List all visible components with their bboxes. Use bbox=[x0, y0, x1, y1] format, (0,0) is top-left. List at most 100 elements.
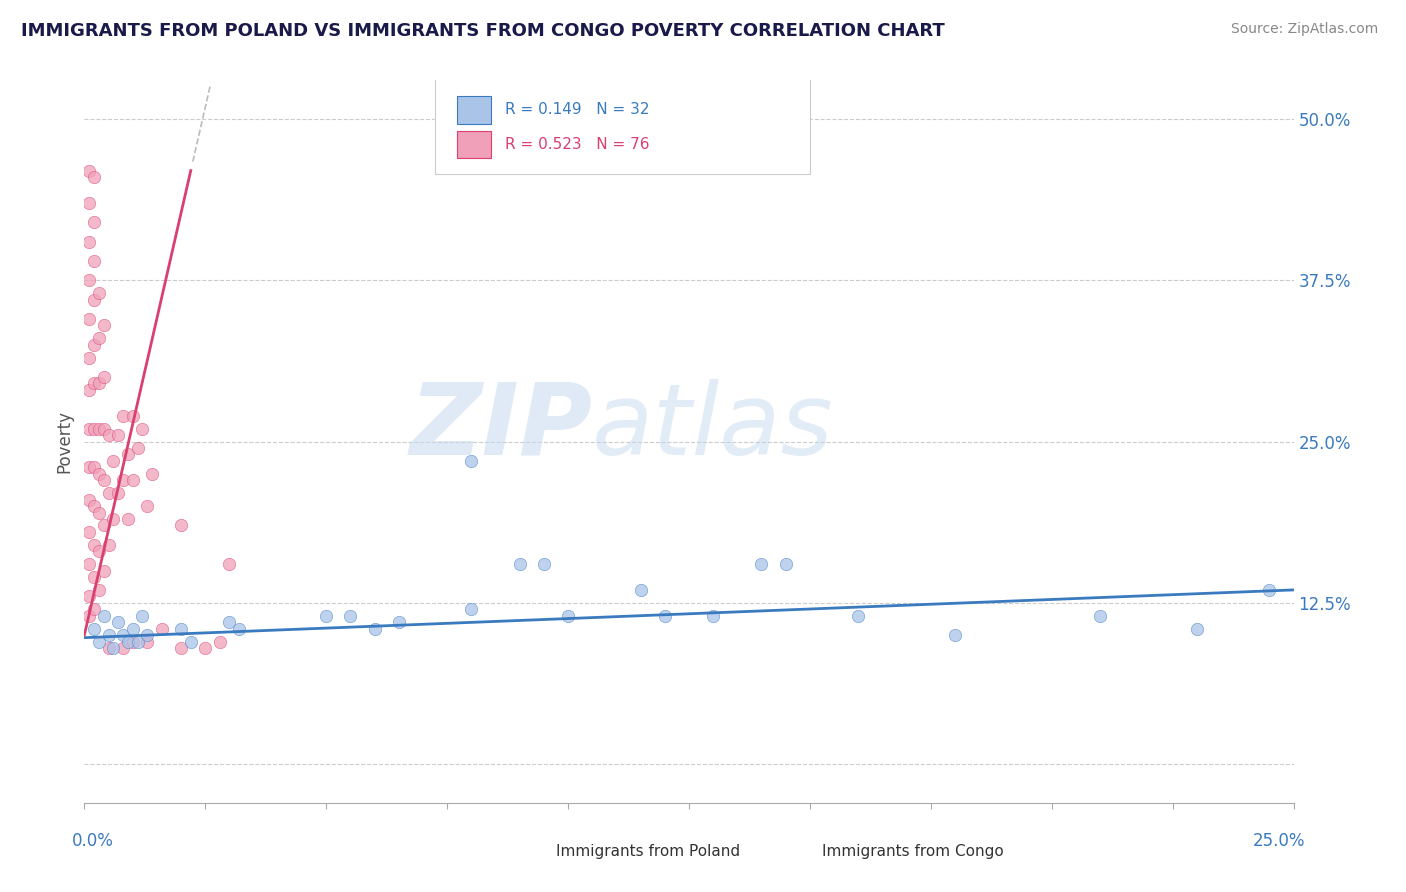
Point bbox=[141, 467, 163, 481]
Point bbox=[77, 235, 100, 249]
Point bbox=[943, 628, 966, 642]
Point bbox=[77, 351, 100, 365]
Point bbox=[117, 447, 139, 461]
Point bbox=[702, 608, 724, 623]
Point bbox=[97, 628, 120, 642]
Point bbox=[103, 512, 125, 526]
Point bbox=[77, 422, 100, 436]
Point bbox=[83, 338, 105, 352]
Point bbox=[460, 602, 482, 616]
FancyBboxPatch shape bbox=[457, 96, 491, 124]
Point bbox=[180, 634, 202, 648]
Text: ZIP: ZIP bbox=[409, 378, 592, 475]
Point bbox=[136, 628, 159, 642]
Point bbox=[117, 634, 139, 648]
Point bbox=[509, 557, 531, 571]
Point bbox=[131, 608, 153, 623]
Point bbox=[630, 582, 652, 597]
Point bbox=[97, 486, 120, 500]
Point bbox=[315, 608, 337, 623]
Point bbox=[77, 163, 100, 178]
Point bbox=[87, 331, 110, 345]
Point bbox=[751, 557, 773, 571]
Point bbox=[136, 499, 159, 513]
Text: IMMIGRANTS FROM POLAND VS IMMIGRANTS FROM CONGO POVERTY CORRELATION CHART: IMMIGRANTS FROM POLAND VS IMMIGRANTS FRO… bbox=[21, 22, 945, 40]
Point bbox=[1088, 608, 1111, 623]
Point bbox=[363, 622, 385, 636]
Point bbox=[388, 615, 411, 630]
Point bbox=[127, 634, 149, 648]
Point bbox=[218, 557, 240, 571]
Point bbox=[117, 512, 139, 526]
Point bbox=[121, 622, 143, 636]
Point bbox=[87, 544, 110, 558]
Point bbox=[83, 293, 105, 307]
Point bbox=[77, 557, 100, 571]
Point bbox=[83, 215, 105, 229]
Point bbox=[533, 557, 555, 571]
Point bbox=[112, 640, 135, 655]
Point bbox=[93, 473, 115, 487]
Point bbox=[87, 376, 110, 391]
Point bbox=[83, 499, 105, 513]
Point bbox=[121, 634, 143, 648]
Point bbox=[77, 312, 100, 326]
Point bbox=[136, 634, 159, 648]
Point bbox=[112, 409, 135, 423]
Point bbox=[228, 622, 250, 636]
Text: Immigrants from Poland: Immigrants from Poland bbox=[555, 844, 740, 859]
FancyBboxPatch shape bbox=[457, 131, 491, 158]
Point bbox=[208, 634, 231, 648]
Point bbox=[103, 454, 125, 468]
Point bbox=[112, 473, 135, 487]
Point bbox=[87, 467, 110, 481]
Point bbox=[107, 428, 129, 442]
Point bbox=[194, 640, 217, 655]
FancyBboxPatch shape bbox=[780, 843, 814, 861]
Point bbox=[87, 634, 110, 648]
Point bbox=[170, 640, 193, 655]
Text: 25.0%: 25.0% bbox=[1253, 832, 1306, 850]
Point bbox=[87, 506, 110, 520]
Point bbox=[1185, 622, 1208, 636]
Point bbox=[131, 422, 153, 436]
Point bbox=[83, 169, 105, 184]
Point bbox=[93, 318, 115, 333]
Point bbox=[83, 570, 105, 584]
Point bbox=[93, 370, 115, 384]
Y-axis label: Poverty: Poverty bbox=[55, 410, 73, 473]
Point bbox=[121, 409, 143, 423]
Text: Immigrants from Congo: Immigrants from Congo bbox=[823, 844, 1004, 859]
Point bbox=[107, 615, 129, 630]
Text: atlas: atlas bbox=[592, 378, 834, 475]
Point bbox=[1258, 582, 1281, 597]
Point bbox=[77, 383, 100, 397]
Point bbox=[121, 473, 143, 487]
Point bbox=[170, 622, 193, 636]
Text: Source: ZipAtlas.com: Source: ZipAtlas.com bbox=[1230, 22, 1378, 37]
Point bbox=[112, 628, 135, 642]
Point bbox=[127, 441, 149, 455]
Point bbox=[97, 428, 120, 442]
FancyBboxPatch shape bbox=[513, 843, 547, 861]
Point bbox=[170, 518, 193, 533]
Point bbox=[93, 608, 115, 623]
Point bbox=[775, 557, 797, 571]
Point bbox=[218, 615, 240, 630]
Point bbox=[77, 608, 100, 623]
Point bbox=[93, 564, 115, 578]
Point bbox=[77, 590, 100, 604]
Point bbox=[654, 608, 676, 623]
Point bbox=[97, 538, 120, 552]
Point bbox=[83, 622, 105, 636]
Text: R = 0.149   N = 32: R = 0.149 N = 32 bbox=[505, 103, 650, 118]
Point bbox=[93, 518, 115, 533]
Point bbox=[83, 460, 105, 475]
Point bbox=[77, 273, 100, 287]
Point bbox=[557, 608, 579, 623]
Point bbox=[77, 492, 100, 507]
Point bbox=[77, 524, 100, 539]
Point bbox=[339, 608, 361, 623]
Point bbox=[87, 286, 110, 301]
Point bbox=[107, 486, 129, 500]
